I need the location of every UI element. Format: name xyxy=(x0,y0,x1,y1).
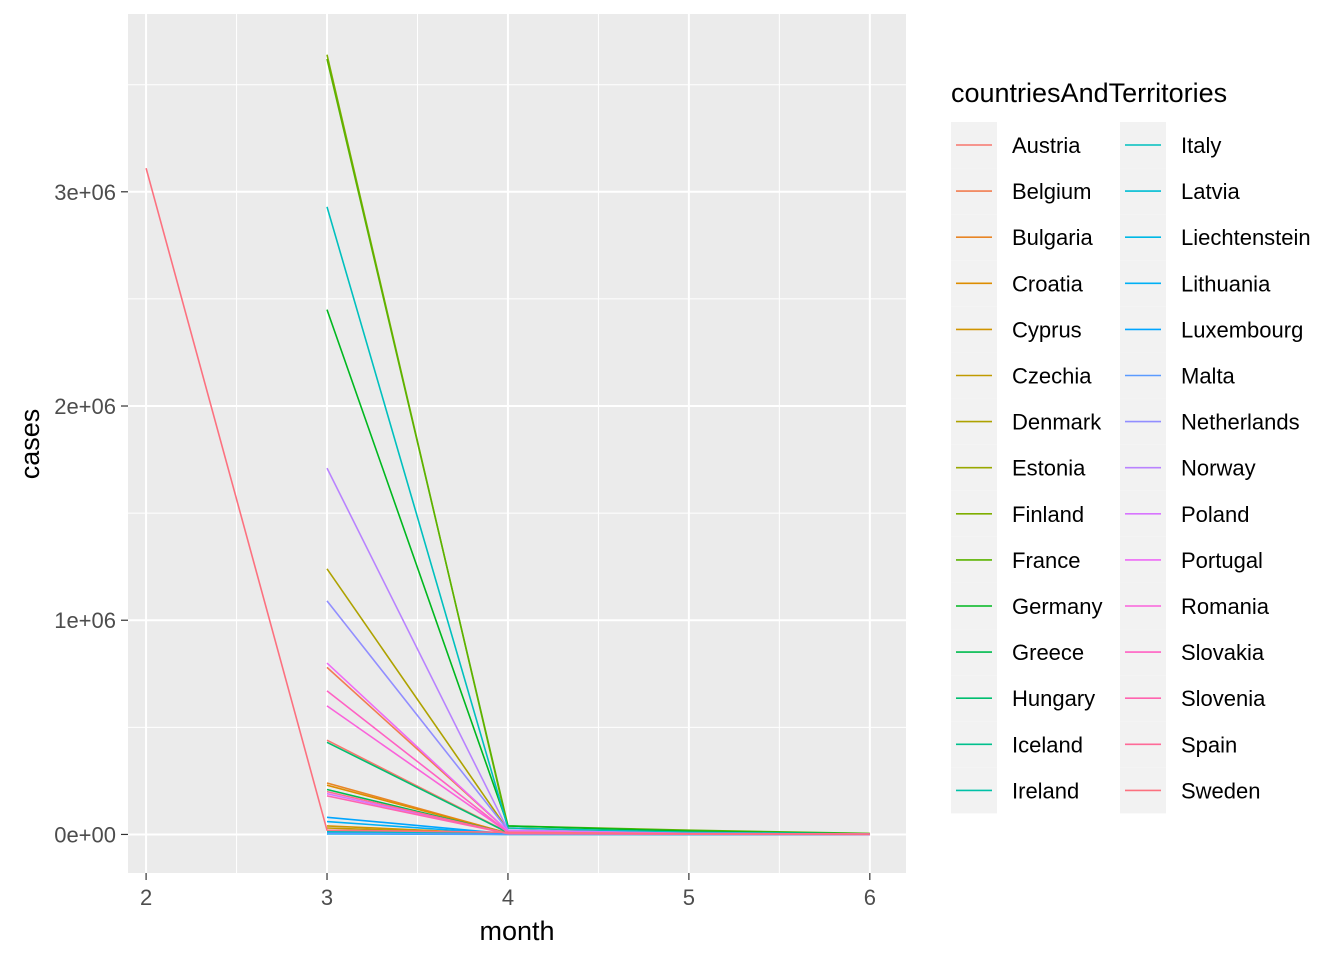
legend-title: countriesAndTerritories xyxy=(951,78,1227,108)
legend-label: Estonia xyxy=(1012,456,1086,481)
series-line-sweden xyxy=(145,167,870,836)
legend-label: Liechtenstein xyxy=(1181,225,1311,250)
legend-label: Ireland xyxy=(1012,778,1079,803)
x-tick-label: 5 xyxy=(683,885,695,910)
y-tick-label: 0e+00 xyxy=(54,822,116,847)
legend-label: Germany xyxy=(1012,594,1102,619)
legend-label: Czechia xyxy=(1012,364,1092,389)
x-axis-title: month xyxy=(479,916,554,946)
legend-label: Norway xyxy=(1181,456,1256,481)
x-axis: 2 3 4 5 6 xyxy=(140,873,876,910)
legend-label: Greece xyxy=(1012,640,1084,665)
legend-label: Italy xyxy=(1181,133,1221,158)
legend-label: Spain xyxy=(1181,732,1237,757)
x-tick-label: 2 xyxy=(140,885,152,910)
legend-label: Portugal xyxy=(1181,548,1263,573)
legend-label: Bulgaria xyxy=(1012,225,1093,250)
legend-keys: Austria Belgium Bulgaria Croatia Cyprus Czech… xyxy=(951,122,1311,814)
y-tick-label: 2e+06 xyxy=(54,394,116,419)
legend-label: Netherlands xyxy=(1181,410,1300,435)
legend-label: Denmark xyxy=(1012,410,1102,435)
x-tick-label: 3 xyxy=(321,885,333,910)
x-tick-label: 6 xyxy=(864,885,876,910)
legend-label: Lithuania xyxy=(1181,271,1271,296)
legend-label: Malta xyxy=(1181,364,1236,389)
legend-label: Luxembourg xyxy=(1181,317,1303,342)
legend-label: Sweden xyxy=(1181,778,1261,803)
y-axis-title: cases xyxy=(15,409,45,480)
legend-label: Slovenia xyxy=(1181,686,1266,711)
legend-label: Latvia xyxy=(1181,179,1240,204)
legend-label: France xyxy=(1012,548,1080,573)
y-axis: 0e+00 1e+06 2e+06 3e+06 xyxy=(54,180,128,847)
series-lines xyxy=(145,54,870,836)
legend-label: Austria xyxy=(1012,133,1081,158)
plot-background xyxy=(128,14,906,873)
legend-label: Romania xyxy=(1181,594,1270,619)
legend-label: Belgium xyxy=(1012,179,1091,204)
legend-label: Hungary xyxy=(1012,686,1095,711)
legend-label: Slovakia xyxy=(1181,640,1265,665)
legend-label: Cyprus xyxy=(1012,317,1082,342)
legend-label: Iceland xyxy=(1012,732,1083,757)
x-tick-label: 4 xyxy=(502,885,514,910)
legend-label: Finland xyxy=(1012,502,1084,527)
grid-minor xyxy=(128,14,906,873)
y-tick-label: 1e+06 xyxy=(54,608,116,633)
legend-label: Croatia xyxy=(1012,271,1084,296)
legend: countriesAndTerritories Austria Belgium Bu… xyxy=(951,78,1311,814)
y-tick-label: 3e+06 xyxy=(54,180,116,205)
legend-label: Poland xyxy=(1181,502,1250,527)
